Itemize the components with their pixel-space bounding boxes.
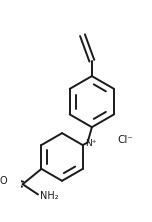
Text: N⁺: N⁺ (85, 139, 97, 148)
Text: Cl⁻: Cl⁻ (117, 135, 133, 145)
Text: NH₂: NH₂ (40, 191, 58, 201)
Text: O: O (0, 176, 7, 186)
